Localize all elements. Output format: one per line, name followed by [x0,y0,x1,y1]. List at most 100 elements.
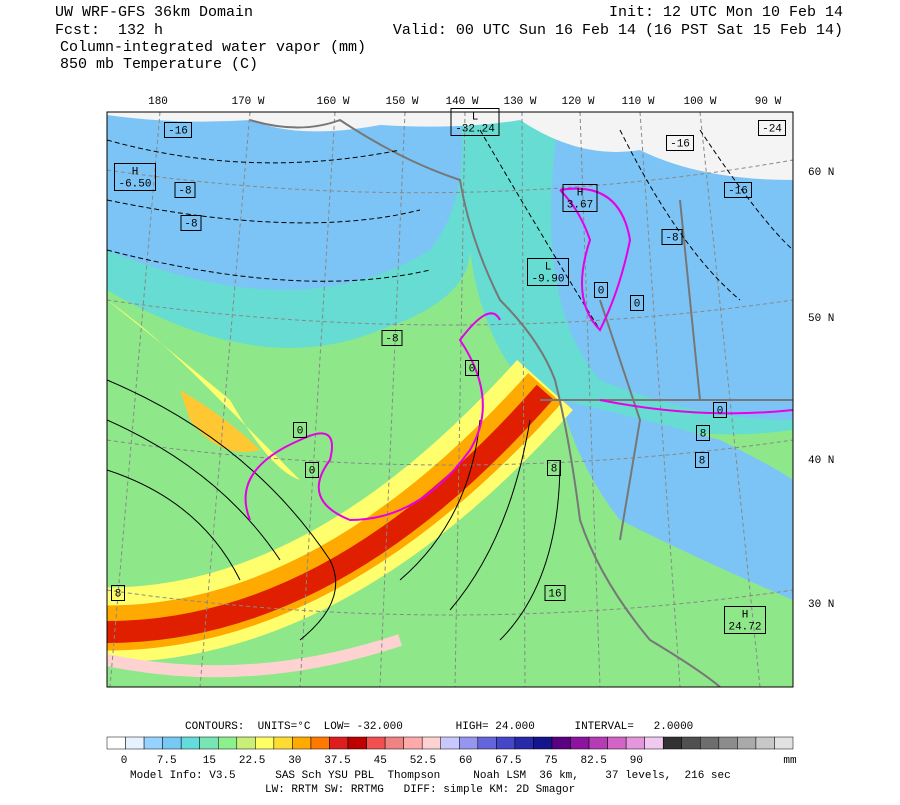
colorbar-swatch [162,736,182,750]
footer-text: LW: RRTM SW: RRTMG DIFF: simple KM: 2D S… [265,784,575,796]
colorbar-swatch [737,736,757,750]
contour-label: 0 [717,406,724,418]
colorbar-swatch [217,736,238,750]
contour-label-box [562,184,598,212]
colorbar-swatch [718,736,738,750]
contour-label-box [164,122,192,138]
lon-label: 170 W [231,96,264,108]
colorbar-swatch [533,736,553,750]
colorbar-swatch [236,736,256,750]
colorbar-label: 52.5 [410,755,436,767]
lon-label: 180 [148,96,168,108]
colorbar-label: 45 [374,755,387,767]
colorbar-label: 7.5 [157,755,177,767]
contour-label: 8 [699,456,706,468]
contour-label-box [724,606,766,634]
colorbar-swatch [607,736,627,750]
contour-label: -16 [728,186,748,198]
colorbar-swatch [551,736,571,750]
colorbar-swatch [755,736,775,750]
contour-label-box [305,462,319,478]
contour-label-box [174,182,196,198]
contour-label: L [545,262,552,274]
contour-label: -8 [184,219,197,231]
map [107,112,793,687]
contour-label-box [630,295,644,311]
contour-label-box [111,585,125,601]
contour-label-box [293,422,307,438]
colorbar-swatch [588,736,608,750]
colorbar-swatch [403,736,423,750]
colorbar-swatch [644,736,664,750]
contour-label: -9.90 [531,274,564,286]
contour-label: -32.24 [455,124,495,136]
colorbar-swatch [440,736,460,750]
colorbar-label: 67.5 [495,755,521,767]
contour-label: 0 [598,286,605,298]
lon-label: 120 W [561,96,594,108]
colorbar-label: 37.5 [324,755,350,767]
lon-label: 110 W [621,96,654,108]
lon-label: 100 W [683,96,716,108]
contour-label-box [696,425,710,441]
contour-label-box [381,330,403,346]
contour-label-box [695,452,709,468]
contour-label: 8 [115,589,122,601]
colorbar-label: 30 [288,755,301,767]
contours-info: CONTOURS: UNITS=°C LOW= -32.000 HIGH= 24… [185,721,693,733]
contour-label-box [547,460,561,476]
colorbar-swatch [421,736,441,750]
colorbar-swatch [106,736,126,750]
colorbar-swatch [366,736,386,750]
contour-label: 0 [634,299,641,311]
contour-label: 24.72 [728,622,761,634]
contour-label-box [114,163,156,191]
colorbar-label: 90 [630,755,643,767]
colorbar-label: 82.5 [580,755,606,767]
lon-label: 140 W [445,96,478,108]
lat-label: 40 N [808,455,834,467]
contour-label: -16 [168,126,188,138]
header-text: UW WRF-GFS 36km Domain [55,4,253,21]
colorbar-swatch [292,736,312,750]
contour-label: -16 [670,139,690,151]
contour-label: 8 [700,429,707,441]
colorbar-swatch [496,736,516,750]
contour-label-box [594,282,608,298]
contour-label: -8 [178,186,191,198]
lon-label: 160 W [316,96,349,108]
colorbar-swatch [700,736,720,750]
contour-label: -8 [385,334,398,346]
contour-label: 0 [297,426,304,438]
contour-label: 16 [548,589,561,601]
colorbar-swatch [681,736,701,750]
colorbar-swatch [347,736,367,750]
colorbar-label: 15 [203,755,216,767]
colorbar-swatch [384,736,404,750]
contour-label: 8 [551,464,558,476]
colorbar-swatch [273,736,293,750]
contour-label: L [472,112,479,124]
colorbar-swatch [310,736,330,750]
colorbar-swatch [570,736,590,750]
contour-label-box [713,402,727,418]
footer-text: Model Info: V3.5 SAS Sch YSU PBL Thompso… [130,770,731,782]
contour-label-box [465,360,479,376]
colorbar-swatch [662,736,683,750]
lat-label: 50 N [808,313,834,325]
lat-label: 60 N [808,167,834,179]
colorbar-swatch [459,736,479,750]
contour-label-box [527,258,569,286]
contour-label: H [742,610,749,622]
header-text: Valid: 00 UTC Sun 16 Feb 14 (16 PST Sat … [393,22,843,39]
contour-label: -6.50 [118,179,151,191]
header-text: Init: 12 UTC Mon 10 Feb 14 [609,4,843,21]
contour-label-box [661,229,683,245]
header-text: Column-integrated water vapor (mm) [60,39,366,56]
colorbar-swatch [329,736,349,750]
contour-label: H [577,188,584,200]
contour-label-box [180,215,202,231]
colorbar-label: 22.5 [239,755,265,767]
contour-label-box [666,135,694,151]
